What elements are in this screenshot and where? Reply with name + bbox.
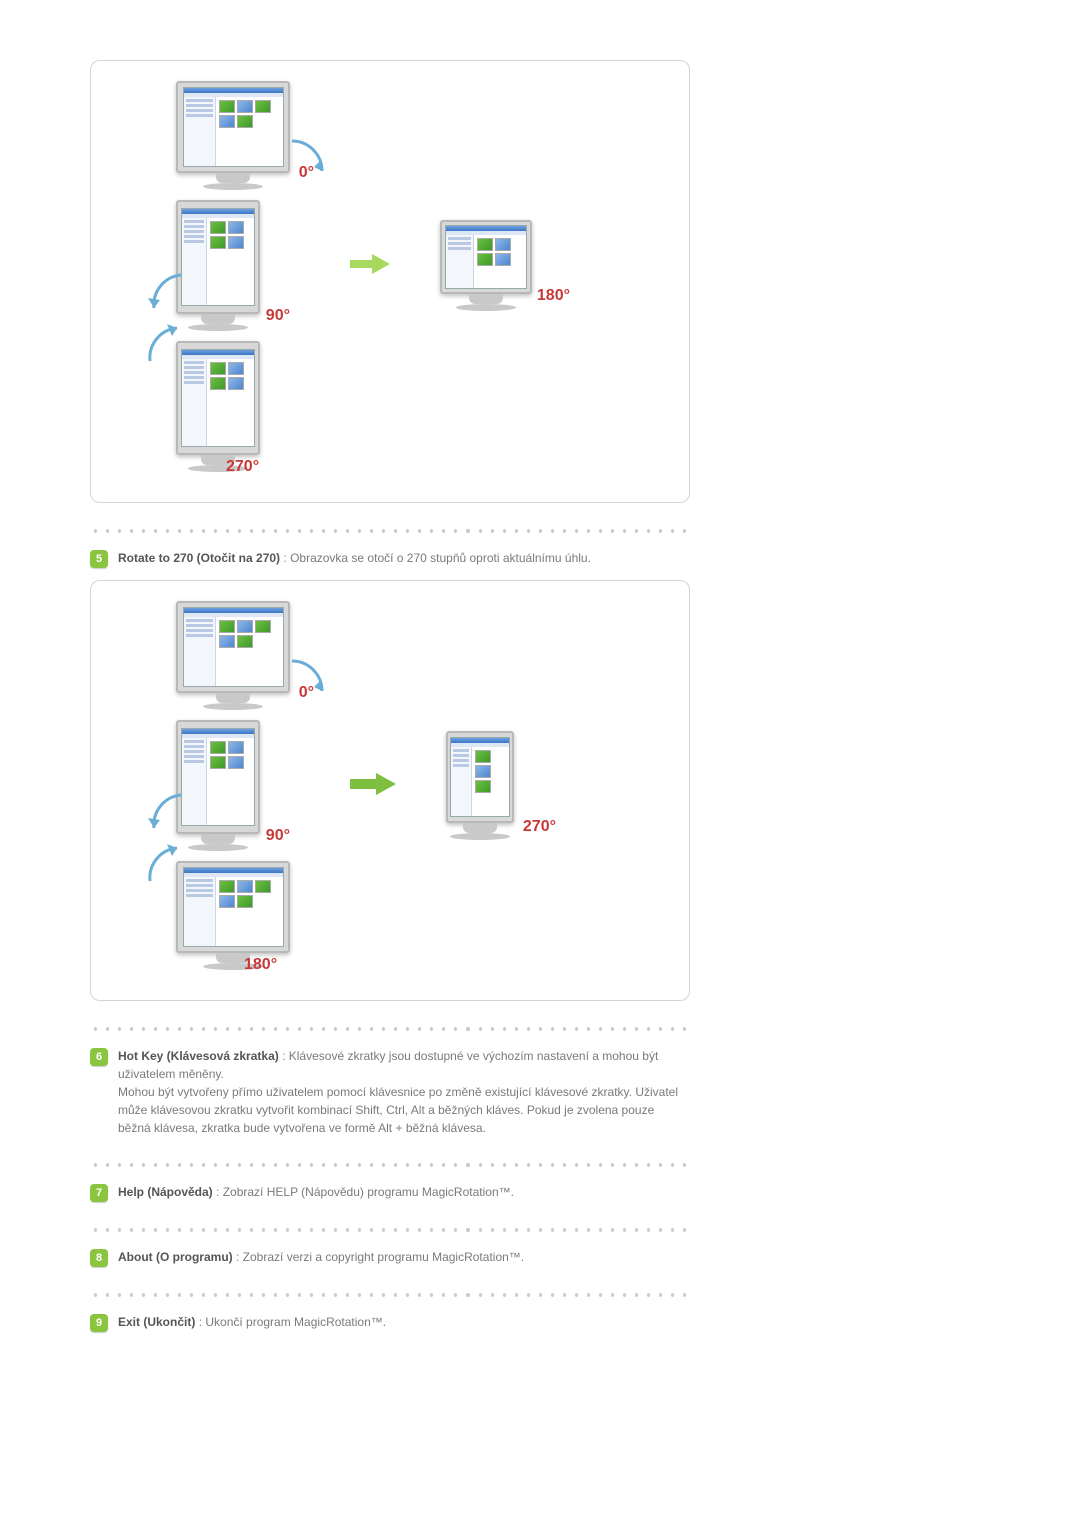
bullet-number: 5 [90, 550, 108, 568]
item-title: Hot Key (Klávesová zkratka) [118, 1049, 279, 1063]
dotted-separator [90, 1220, 690, 1240]
monitor-90deg: 90° [176, 200, 260, 331]
monitor-0deg: 0° [176, 81, 290, 190]
help-item-8: 8 About (O programu) : Zobrazí verzi a c… [90, 1248, 690, 1267]
rotation-arrow-icon [142, 316, 182, 366]
item-title: Rotate to 270 (Otočit na 270) [118, 551, 280, 565]
rotation-arrow-icon [146, 270, 186, 320]
flow-arrow-icon [350, 773, 396, 798]
angle-label-180: 180° [537, 287, 570, 305]
help-item-5: 5 Rotate to 270 (Otočit na 270) : Obrazo… [90, 549, 690, 568]
item-title: About (O programu) [118, 1250, 233, 1264]
dotted-separator [90, 1155, 690, 1175]
rotation-arrow-icon [282, 136, 332, 186]
help-item-7: 7 Help (Nápověda) : Zobrazí HELP (Nápově… [90, 1183, 690, 1202]
rotation-diagram-270: 0° 90° [90, 580, 690, 1001]
angle-label-90: 90° [266, 307, 290, 325]
monitor-0deg: 0° [176, 601, 290, 710]
monitor-270deg-result: 270° [446, 731, 514, 840]
rotation-arrow-icon [142, 836, 182, 886]
dotted-separator [90, 1285, 690, 1305]
monitor-180deg: 180° [176, 861, 290, 970]
item-description: Zobrazí HELP (Nápovědu) programu MagicRo… [223, 1185, 514, 1199]
bullet-number: 8 [90, 1249, 108, 1267]
rotation-arrow-icon [146, 790, 186, 840]
page-container: 0° 90° [90, 60, 690, 1332]
bullet-number: 6 [90, 1048, 108, 1066]
angle-label-270: 270° [523, 818, 556, 836]
rotation-arrow-icon [282, 656, 332, 706]
item-title: Exit (Ukončit) [118, 1315, 195, 1329]
bullet-number: 7 [90, 1184, 108, 1202]
item-description: Obrazovka se otočí o 270 stupňů oproti a… [290, 551, 591, 565]
help-item-9: 9 Exit (Ukončit) : Ukončí program MagicR… [90, 1313, 690, 1332]
item-title: Help (Nápověda) [118, 1185, 213, 1199]
item-description-extra: Mohou být vytvořeny přímo uživatelem pom… [118, 1085, 678, 1135]
dotted-separator [90, 521, 690, 541]
angle-label-180: 180° [244, 956, 308, 974]
help-item-6: 6 Hot Key (Klávesová zkratka) : Klávesov… [90, 1047, 690, 1137]
rotation-diagram-180: 0° 90° [90, 60, 690, 503]
monitor-90deg: 90° [176, 720, 260, 851]
item-description: Ukončí program MagicRotation™. [205, 1315, 386, 1329]
angle-label-90: 90° [266, 827, 290, 845]
flow-arrow-icon [350, 254, 390, 277]
monitor-180deg-result: 180° [440, 220, 532, 311]
angle-label-270: 270° [226, 458, 280, 476]
item-description: Zobrazí verzi a copyright programu Magic… [243, 1250, 524, 1264]
monitor-270deg: 270° [176, 341, 260, 472]
bullet-number: 9 [90, 1314, 108, 1332]
dotted-separator [90, 1019, 690, 1039]
